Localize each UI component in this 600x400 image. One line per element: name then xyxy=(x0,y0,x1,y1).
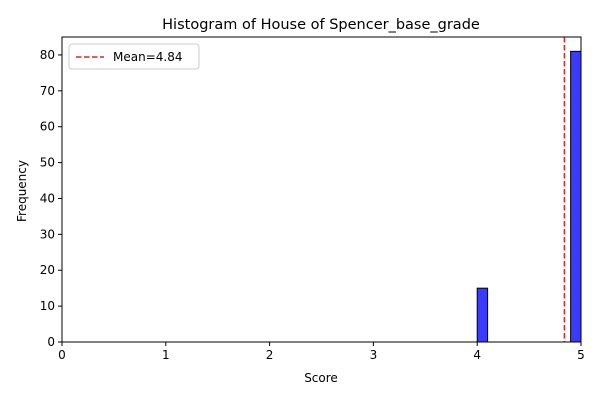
axes-frame xyxy=(61,36,582,343)
y-tick-label: 0 xyxy=(47,335,55,349)
legend-mean-label: Mean=4.84 xyxy=(113,50,182,64)
y-tick-label: 70 xyxy=(40,84,55,98)
legend: Mean=4.84 xyxy=(68,43,200,70)
y-tick-label: 50 xyxy=(40,156,55,170)
x-tick-label: 1 xyxy=(162,348,170,362)
x-tick-label: 2 xyxy=(266,348,274,362)
y-axis-label: Frequency xyxy=(15,160,29,222)
y-tick-label: 10 xyxy=(40,299,55,313)
x-tick-label: 5 xyxy=(577,348,585,362)
chart-title: Histogram of House of Spencer_base_grade xyxy=(162,17,480,33)
x-tick-label: 3 xyxy=(370,348,378,362)
x-tick-label: 0 xyxy=(58,348,66,362)
x-axis-label: Score xyxy=(304,371,338,385)
y-tick-label: 60 xyxy=(40,120,55,134)
legend-box xyxy=(68,43,200,70)
x-tick-label: 4 xyxy=(473,348,481,362)
y-tick-label: 40 xyxy=(40,191,55,205)
y-tick-label: 20 xyxy=(40,263,55,277)
histogram-bar-0 xyxy=(476,287,489,343)
histogram-bar-1 xyxy=(570,50,582,343)
y-tick-label: 80 xyxy=(40,48,55,62)
y-tick-label: 30 xyxy=(40,227,55,241)
